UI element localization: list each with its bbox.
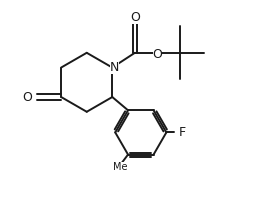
Text: N: N bbox=[110, 61, 119, 74]
Text: O: O bbox=[22, 90, 32, 104]
Text: F: F bbox=[179, 126, 186, 139]
Text: O: O bbox=[152, 48, 163, 61]
Text: Me: Me bbox=[113, 162, 127, 172]
Text: O: O bbox=[130, 11, 140, 24]
